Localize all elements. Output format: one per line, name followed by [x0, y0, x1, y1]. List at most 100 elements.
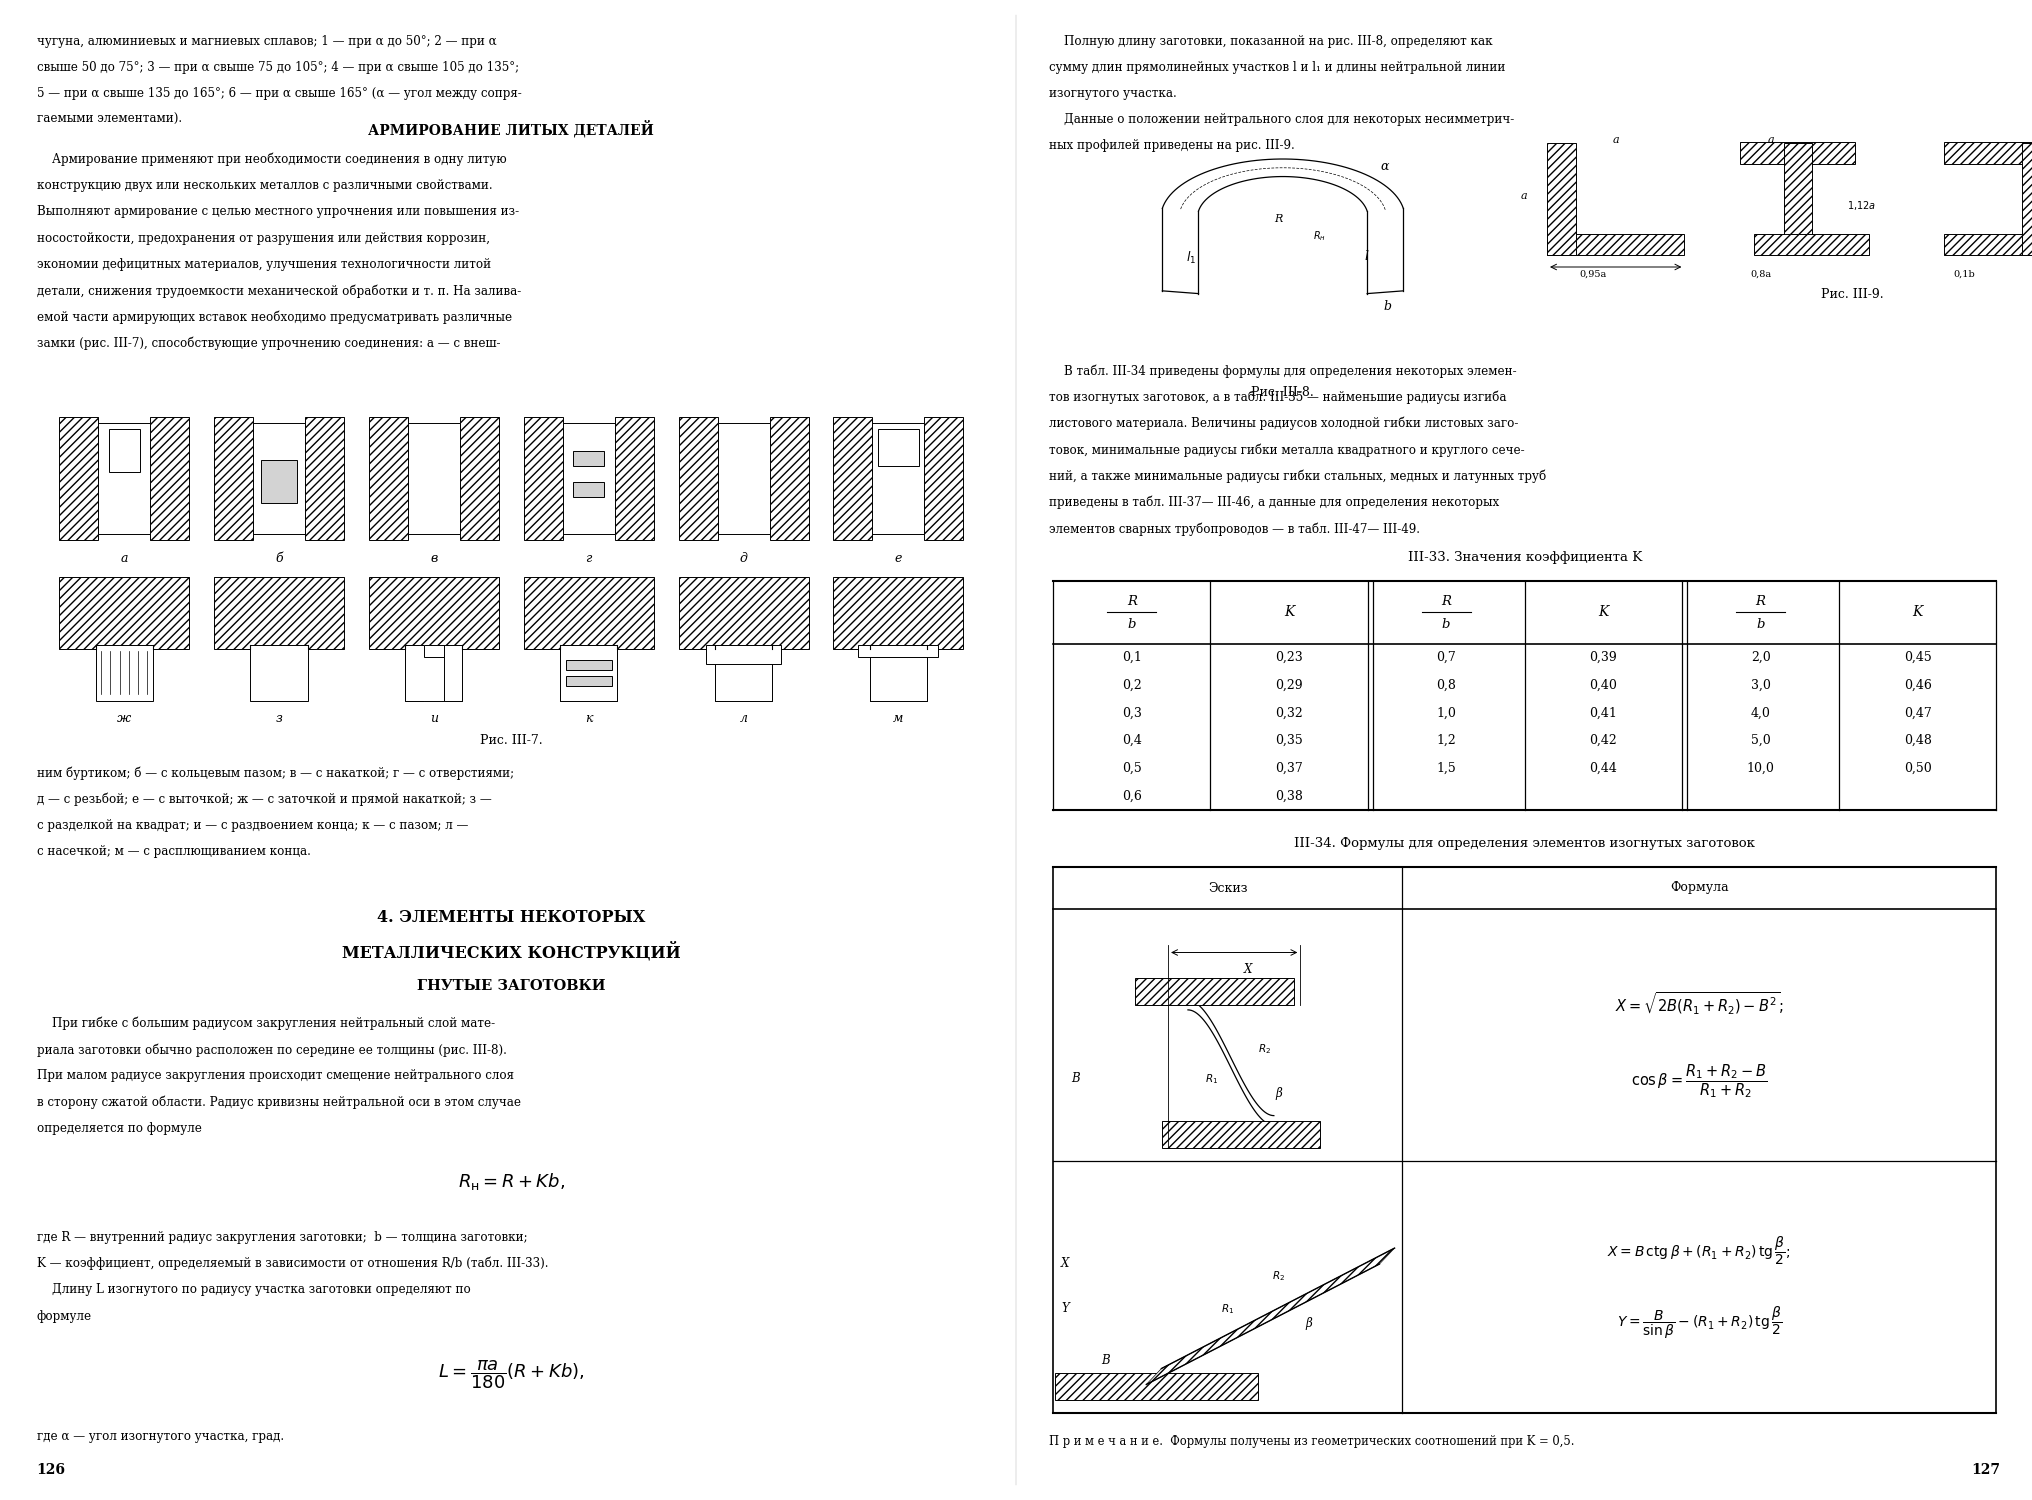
Bar: [872, 423, 925, 534]
Text: емой части армирующих вставок необходимо предусматривать различные: емой части армирующих вставок необходимо…: [37, 310, 512, 324]
Text: изогнутого участка.: изогнутого участка.: [1049, 87, 1177, 100]
Bar: [870, 657, 927, 700]
Bar: [150, 417, 189, 540]
Text: 0,6: 0,6: [1122, 789, 1142, 802]
Text: l: l: [1363, 249, 1368, 262]
Text: B: B: [1101, 1354, 1109, 1368]
Bar: [459, 417, 498, 540]
Bar: [679, 578, 809, 650]
Text: K: K: [1597, 604, 1607, 619]
Bar: [573, 482, 604, 496]
Text: $R_1$: $R_1$: [1221, 1302, 1233, 1316]
Text: 1,0: 1,0: [1435, 706, 1455, 720]
Bar: [108, 429, 140, 472]
Text: R: R: [1274, 214, 1282, 225]
Text: Рис. III-9.: Рис. III-9.: [1821, 288, 1882, 302]
Bar: [705, 645, 780, 663]
Text: 0,5: 0,5: [1122, 762, 1142, 776]
Text: Выполняют армирование с целью местного упрочнения или повышения из-: Выполняют армирование с целью местного у…: [37, 206, 518, 219]
Bar: [715, 645, 772, 700]
Bar: [443, 645, 461, 700]
Text: b: b: [1382, 300, 1390, 313]
Bar: [870, 645, 927, 700]
Text: сумму длин прямолинейных участков l и l₁ и длины нейтральной линии: сумму длин прямолинейных участков l и l₁…: [1049, 60, 1504, 74]
Text: Данные о положении нейтрального слоя для некоторых несимметрич-: Данные о положении нейтрального слоя для…: [1049, 114, 1514, 126]
Text: определяется по формуле: определяется по формуле: [37, 1122, 201, 1136]
Text: α: α: [1380, 160, 1388, 174]
Text: $\cos\beta = \dfrac{R_1 + R_2 - B}{R_1 + R_2}$: $\cos\beta = \dfrac{R_1 + R_2 - B}{R_1 +…: [1630, 1062, 1766, 1100]
Text: свыше 50 до 75°; 3 — при α свыше 75 до 105°; 4 — при α свыше 105 до 135°;: свыше 50 до 75°; 3 — при α свыше 75 до 1…: [37, 60, 518, 74]
Text: 0,41: 0,41: [1589, 706, 1617, 720]
Text: ний, а также минимальные радиусы гибки стальных, медных и латунных труб: ний, а также минимальные радиусы гибки с…: [1049, 470, 1546, 483]
Text: 3,0: 3,0: [1750, 678, 1770, 692]
Text: Рис. III-8.: Рис. III-8.: [1252, 386, 1313, 399]
Bar: [614, 417, 654, 540]
Bar: [1784, 142, 1813, 255]
Text: П р и м е ч а н и е.  Формулы получены из геометрических соотношений при K = 0,5: П р и м е ч а н и е. Формулы получены из…: [1049, 1436, 1573, 1449]
Text: где α — угол изогнутого участка, град.: где α — угол изогнутого участка, град.: [37, 1431, 284, 1443]
Bar: [404, 645, 423, 700]
Text: 0,8: 0,8: [1435, 678, 1455, 692]
Bar: [260, 460, 297, 503]
Text: тов изогнутых заготовок, а в табл. III-35 — найменьшие радиусы изгиба: тов изогнутых заготовок, а в табл. III-3…: [1049, 392, 1506, 405]
Bar: [561, 645, 618, 700]
Bar: [213, 578, 343, 650]
Text: 0,7: 0,7: [1435, 651, 1455, 664]
Text: формуле: формуле: [37, 1310, 91, 1323]
Text: ГНУТЫЕ ЗАГОТОВКИ: ГНУТЫЕ ЗАГОТОВКИ: [417, 980, 606, 993]
Text: K — коэффициент, определяемый в зависимости от отношения R/b (табл. III-33).: K — коэффициент, определяемый в зависимо…: [37, 1257, 549, 1270]
Text: 0,44: 0,44: [1589, 762, 1617, 776]
Text: $R_2$: $R_2$: [1272, 1269, 1284, 1282]
Text: 0,8a: 0,8a: [1750, 270, 1770, 279]
Bar: [368, 578, 498, 650]
Text: и: и: [429, 712, 437, 726]
Bar: [858, 645, 939, 657]
Text: β: β: [1305, 1317, 1313, 1330]
Text: носостойкости, предохранения от разрушения или действия коррозин,: носостойкости, предохранения от разрушен…: [37, 232, 490, 244]
Text: Рис. III-7.: Рис. III-7.: [480, 734, 543, 747]
Bar: [412, 447, 455, 497]
Text: R: R: [1441, 596, 1451, 608]
Text: е: е: [894, 552, 902, 566]
Bar: [1943, 234, 2032, 255]
Text: При малом радиусе закругления происходит смещение нейтрального слоя: При малом радиусе закругления происходит…: [37, 1070, 514, 1083]
Bar: [423, 645, 443, 700]
Bar: [1546, 142, 1575, 255]
Text: 10,0: 10,0: [1745, 762, 1774, 776]
Text: замки (рис. III-7), способствующие упрочнению соединения: а — с внеш-: замки (рис. III-7), способствующие упроч…: [37, 338, 500, 351]
Bar: [524, 578, 654, 650]
Text: м: м: [892, 712, 902, 726]
Text: с насечкой; м — с расплющиванием конца.: с насечкой; м — с расплющиванием конца.: [37, 846, 311, 858]
Bar: [408, 423, 459, 534]
Bar: [1754, 234, 1867, 255]
Text: $R_2$: $R_2$: [1258, 1042, 1270, 1056]
Text: B: B: [1071, 1072, 1079, 1086]
Bar: [250, 645, 307, 700]
Text: b: b: [1756, 618, 1764, 630]
Bar: [1160, 1120, 1319, 1148]
Text: к: к: [585, 712, 591, 726]
Text: 0,50: 0,50: [1904, 762, 1930, 776]
Text: в: в: [431, 552, 437, 566]
Bar: [368, 417, 408, 540]
Text: ных профилей приведены на рис. III-9.: ных профилей приведены на рис. III-9.: [1049, 140, 1294, 153]
Text: 126: 126: [37, 1462, 65, 1476]
Text: д — с резьбой; е — с выточкой; ж — с заточкой и прямой накаткой; з —: д — с резьбой; е — с выточкой; ж — с зат…: [37, 792, 492, 807]
Text: риала заготовки обычно расположен по середине ее толщины (рис. III-8).: риала заготовки обычно расположен по сер…: [37, 1044, 506, 1058]
Bar: [213, 417, 252, 540]
Text: 0,39: 0,39: [1589, 651, 1615, 664]
Text: з: з: [276, 712, 282, 726]
Text: товок, минимальные радиусы гибки металла квадратного и круглого сече-: товок, минимальные радиусы гибки металла…: [1049, 444, 1524, 456]
Bar: [98, 423, 150, 534]
Text: с разделкой на квадрат; и — с раздвоением конца; к — с пазом; л —: с разделкой на квадрат; и — с раздвоение…: [37, 819, 467, 833]
Bar: [1055, 1372, 1258, 1400]
Text: 0,4: 0,4: [1122, 734, 1142, 747]
Bar: [423, 645, 443, 657]
Text: 0,32: 0,32: [1274, 706, 1303, 720]
Text: д: д: [740, 552, 748, 566]
Text: 5,0: 5,0: [1750, 734, 1770, 747]
Text: 0,47: 0,47: [1904, 706, 1930, 720]
Text: гаемыми элементами).: гаемыми элементами).: [37, 114, 181, 126]
Text: Армирование применяют при необходимости соединения в одну литую: Армирование применяют при необходимости …: [37, 153, 506, 166]
Text: $X = B\,\mathrm{ctg}\,\beta + (R_1 + R_2)\,\mathrm{tg}\,\dfrac{\beta}{2};$: $X = B\,\mathrm{ctg}\,\beta + (R_1 + R_2…: [1607, 1234, 1790, 1268]
